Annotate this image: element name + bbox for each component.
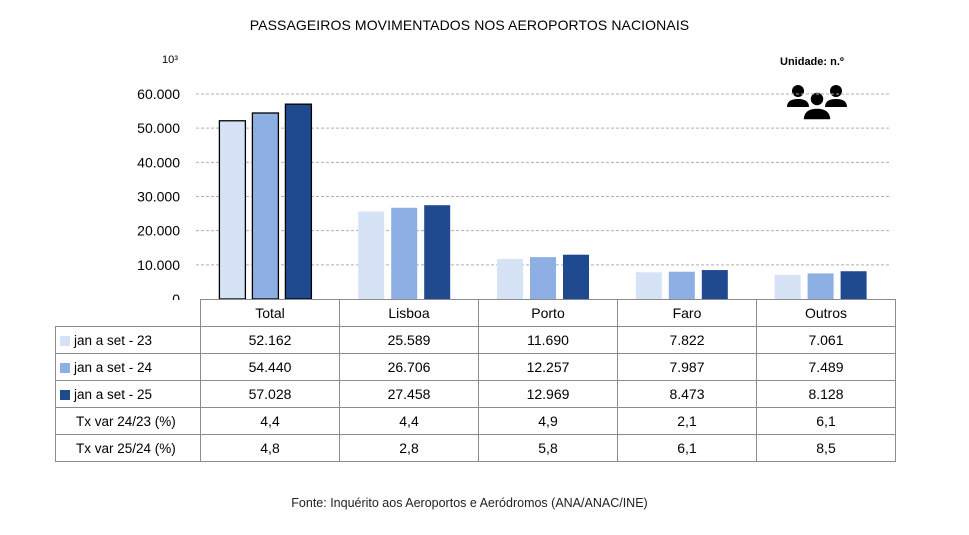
legend-swatch bbox=[60, 389, 70, 400]
bar-total-series-2 bbox=[251, 112, 280, 300]
y-tick-label: 30.000 bbox=[137, 189, 180, 205]
data-value: 26.706 bbox=[339, 353, 479, 381]
table-row: Tx var 24/23 (%) 4,4 4,4 4,9 2,1 6,1 bbox=[55, 407, 896, 435]
series-label: jan a set - 25 bbox=[55, 380, 201, 408]
table-row: jan a set - 24 54.440 26.706 12.257 7.987 7.4… bbox=[55, 353, 896, 381]
data-value: 7.489 bbox=[756, 353, 896, 381]
source-note: Fonte: Inquérito aos Aeroportos e Aeródr… bbox=[291, 496, 648, 510]
data-value: 27.458 bbox=[339, 380, 479, 408]
rate-value: 8,5 bbox=[756, 434, 896, 462]
bar-outros-series-1 bbox=[774, 274, 801, 299]
rate-value: 5,8 bbox=[478, 434, 618, 462]
data-value: 54.440 bbox=[200, 353, 340, 381]
legend-label: jan a set - 23 bbox=[74, 332, 153, 348]
data-value: 57.028 bbox=[200, 380, 340, 408]
series-label: jan a set - 24 bbox=[55, 353, 201, 381]
category-label: Outros bbox=[756, 299, 896, 327]
data-value: 8.473 bbox=[617, 380, 757, 408]
rate-value: 4,8 bbox=[200, 434, 340, 462]
chart-title: PASSAGEIROS MOVIMENTADOS NOS AEROPORTOS … bbox=[249, 17, 690, 33]
data-value: 25.589 bbox=[339, 326, 479, 354]
bar-outros-series-3 bbox=[840, 271, 867, 299]
rate-value: 2,8 bbox=[339, 434, 479, 462]
table-header-row: Total Lisboa Porto Faro Outros bbox=[56, 299, 896, 327]
category-label: Porto bbox=[478, 299, 618, 327]
people-group-icon bbox=[787, 85, 847, 121]
table-corner bbox=[56, 300, 201, 327]
category-label: Lisboa bbox=[339, 299, 479, 327]
bar-lisboa-series-3 bbox=[424, 205, 451, 299]
bar-porto-series-2 bbox=[530, 257, 556, 299]
category-label: Faro bbox=[617, 299, 757, 327]
data-value: 12.969 bbox=[478, 380, 618, 408]
rate-value: 2,1 bbox=[617, 407, 757, 435]
rate-value: 6,1 bbox=[617, 434, 757, 462]
y-tick-label: 10.000 bbox=[137, 257, 180, 273]
table-row: jan a set - 23 52.162 25.589 11.690 7.822 7.0… bbox=[55, 326, 896, 354]
bar-porto-series-3 bbox=[563, 254, 589, 299]
rate-label: Tx var 24/23 (%) bbox=[55, 407, 201, 435]
data-value: 11.690 bbox=[478, 326, 618, 354]
y-tick-label: 60.000 bbox=[137, 86, 180, 102]
bar-chart: 0 10.000 20.000 30.000 40.000 50.000 60.000 bbox=[137, 86, 890, 300]
bar-faro-series-2 bbox=[668, 271, 695, 299]
rate-value: 4,9 bbox=[478, 407, 618, 435]
bar-total-series-3 bbox=[284, 103, 313, 300]
unit-label: Unidade: n.º bbox=[780, 56, 844, 68]
legend-label: jan a set - 25 bbox=[74, 386, 153, 402]
series-label: jan a set - 23 bbox=[55, 326, 201, 354]
table-row: jan a set - 25 57.028 27.458 12.969 8.473 8.1… bbox=[55, 380, 896, 408]
y-tick-label: 0 bbox=[172, 291, 180, 300]
rate-label: Tx var 25/24 (%) bbox=[55, 434, 201, 462]
data-value: 52.162 bbox=[200, 326, 340, 354]
data-table: Total Lisboa Porto Faro Outros jan a set - 23… bbox=[55, 299, 896, 462]
y-tick-label: 40.000 bbox=[137, 154, 180, 170]
legend-label: jan a set - 24 bbox=[74, 359, 153, 375]
bar-lisboa-series-1 bbox=[358, 211, 385, 299]
bar-faro-series-1 bbox=[635, 272, 662, 299]
y-tick-label: 50.000 bbox=[137, 120, 180, 136]
data-value: 7.061 bbox=[756, 326, 896, 354]
category-label: Total bbox=[200, 299, 340, 327]
unit-exponent: 10³ bbox=[162, 54, 178, 66]
rate-value: 4,4 bbox=[339, 407, 479, 435]
bar-outros-series-2 bbox=[807, 273, 834, 299]
legend-swatch bbox=[60, 335, 70, 346]
rate-value: 4,4 bbox=[200, 407, 340, 435]
y-tick-label: 20.000 bbox=[137, 223, 180, 239]
rate-value: 6,1 bbox=[756, 407, 896, 435]
data-value: 8.128 bbox=[756, 380, 896, 408]
bar-total-series-1 bbox=[218, 120, 247, 300]
data-value: 7.822 bbox=[617, 326, 757, 354]
data-value: 12.257 bbox=[478, 353, 618, 381]
bar-porto-series-1 bbox=[497, 259, 523, 299]
legend-swatch bbox=[60, 362, 70, 373]
bar-faro-series-3 bbox=[701, 270, 728, 299]
bar-lisboa-series-2 bbox=[391, 207, 418, 299]
data-value: 7.987 bbox=[617, 353, 757, 381]
table-row: Tx var 25/24 (%) 4,8 2,8 5,8 6,1 8,5 bbox=[55, 434, 896, 462]
